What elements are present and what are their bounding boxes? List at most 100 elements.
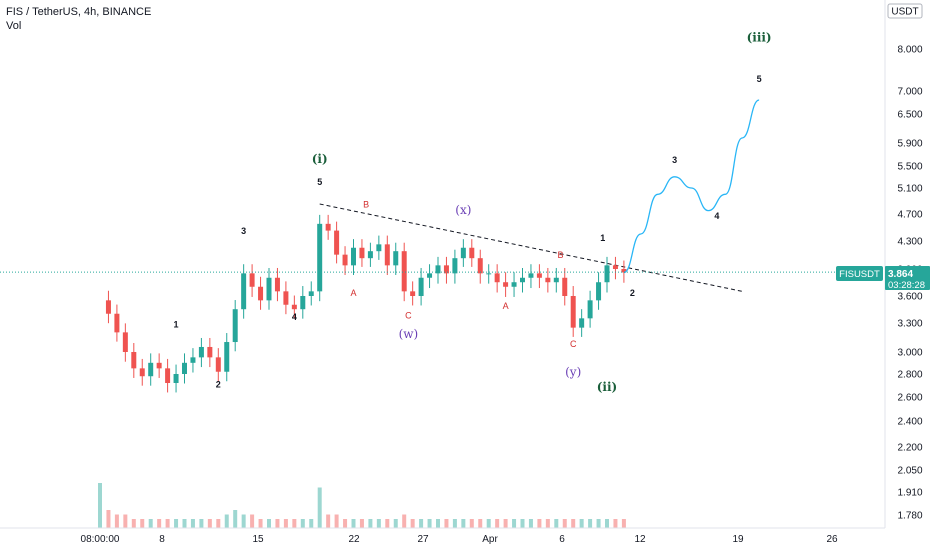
volume-bar — [359, 519, 364, 528]
wave-label: (ii) — [597, 380, 617, 394]
candle — [452, 249, 458, 284]
wave-label: 1 — [600, 233, 605, 243]
volume-bar — [554, 519, 559, 528]
candle — [469, 239, 475, 267]
volume-bar — [495, 519, 500, 528]
price-tick-label: 5.100 — [897, 184, 922, 195]
candle — [325, 214, 331, 240]
volume-bar — [182, 519, 187, 528]
volume-bar — [309, 519, 314, 528]
time-tick-label: 8 — [159, 534, 165, 545]
price-axis[interactable]: 98.0007.0006.5005.9005.5005.1004.7004.30… — [884, 0, 923, 528]
candle — [376, 235, 382, 260]
volume-bar — [461, 519, 466, 528]
volume-bar — [148, 519, 153, 528]
volume-bar — [393, 519, 398, 528]
candle — [443, 256, 449, 284]
wave-label: 4 — [714, 211, 719, 221]
volume-indicator-label[interactable]: Vol — [6, 20, 22, 32]
candle — [308, 281, 314, 306]
volume-bar — [334, 514, 339, 528]
candle — [249, 264, 255, 297]
price-tick-label: 3.300 — [897, 319, 922, 330]
volume-bar — [207, 519, 212, 528]
wave-label: B — [558, 250, 564, 260]
candle — [477, 249, 483, 284]
candle — [258, 276, 264, 310]
time-axis[interactable]: 08:00:00 8 15 22 27 Apr 6 12 19 26 — [0, 527, 885, 545]
wave-label: 5 — [757, 74, 762, 84]
wave-label: (y) — [565, 365, 581, 379]
volume-bar — [368, 519, 373, 528]
projection-path-layer — [623, 99, 760, 274]
candle — [232, 300, 238, 352]
projection-path — [623, 99, 760, 274]
price-tick-label: 6.500 — [897, 110, 922, 121]
volume-bar — [250, 514, 255, 528]
currency-selector[interactable]: USDT — [887, 3, 923, 19]
candle — [300, 286, 306, 319]
candle — [612, 256, 618, 280]
volume-bar — [343, 519, 348, 528]
volume-bar — [241, 514, 246, 528]
volume-bar — [140, 519, 145, 528]
wave-label: (w) — [399, 327, 419, 341]
volume-bar — [131, 519, 136, 528]
candle — [435, 256, 441, 284]
volume-bar — [123, 514, 128, 528]
volume-bar — [537, 519, 542, 528]
price-tick-label: 1.910 — [897, 488, 922, 499]
volume-bar — [224, 514, 229, 528]
candle — [579, 309, 585, 337]
candle — [393, 242, 399, 275]
volume-bar — [410, 519, 415, 528]
volume-bar — [545, 519, 550, 528]
candle — [536, 264, 542, 289]
candle — [427, 264, 433, 289]
volume-bar — [98, 483, 102, 528]
candle — [241, 264, 247, 319]
candle — [410, 281, 416, 306]
candle — [274, 267, 280, 302]
price-tick-label: 5.500 — [897, 162, 922, 173]
chart-title: FIS / TetherUS, 4h, BINANCE — [6, 6, 152, 18]
volume-bar — [106, 510, 111, 528]
volume-bar — [419, 519, 424, 528]
wave-label: C — [405, 310, 412, 320]
candle — [553, 267, 559, 293]
volume-bar — [486, 519, 491, 528]
volume-bar — [427, 519, 432, 528]
candle — [283, 281, 289, 315]
price-tick-label: 3.600 — [897, 292, 922, 303]
candle — [460, 239, 466, 267]
price-tick-label: 4.700 — [897, 210, 922, 221]
price-tick-label: 4.300 — [897, 237, 922, 248]
price-badge: FISUSDT 3.864 03:28:28 — [836, 266, 930, 291]
time-tick-label: 27 — [417, 534, 429, 545]
candle — [148, 353, 154, 386]
time-tick-label: 19 — [732, 534, 744, 545]
candle — [528, 264, 534, 289]
volume-bars — [98, 483, 626, 528]
candle — [207, 337, 213, 368]
volume-bar — [292, 519, 297, 528]
volume-bar — [588, 519, 593, 528]
volume-bar — [199, 519, 204, 528]
volume-bar — [165, 519, 170, 528]
wave-label: (x) — [455, 203, 471, 217]
price-tick-label: 7.000 — [897, 87, 922, 98]
candle — [367, 242, 373, 267]
candle — [351, 239, 356, 275]
candle — [384, 235, 390, 275]
wave-label: 4 — [292, 312, 297, 322]
candle — [545, 267, 551, 293]
descending-trendline — [319, 203, 743, 292]
volume-bar — [444, 519, 449, 528]
candle — [562, 267, 568, 306]
volume-bar — [317, 487, 322, 528]
candle — [486, 264, 492, 284]
volume-bar — [267, 519, 271, 528]
candle — [401, 242, 407, 302]
volume-bar — [385, 519, 390, 528]
